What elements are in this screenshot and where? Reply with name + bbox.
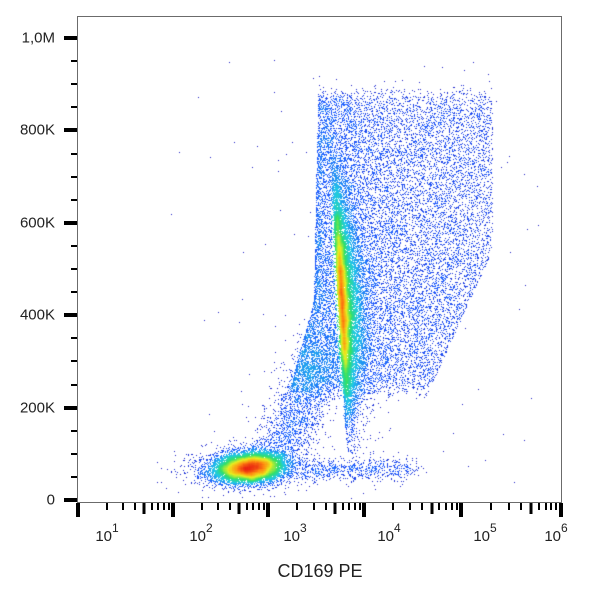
- x-tick-minor: [142, 503, 146, 514]
- x-tick-label: 106: [544, 521, 568, 545]
- x-tick-label: 103: [283, 521, 307, 545]
- x-axis-title: CD169 PE: [277, 561, 363, 581]
- y-tick-minor: [71, 337, 77, 340]
- y-tick-label: 400K: [19, 306, 55, 324]
- y-tick-label: 1,0M: [21, 29, 55, 47]
- y-tick-minor: [71, 429, 77, 432]
- y-tick-minor: [71, 452, 77, 455]
- x-tick-label: 105: [473, 521, 497, 545]
- x-tick-minor: [217, 503, 220, 510]
- x-tick-label: 102: [189, 521, 213, 545]
- x-tick-major: [76, 503, 80, 517]
- x-tick-minor: [392, 503, 395, 510]
- y-tick-label: 200K: [19, 399, 55, 417]
- y-tick-major: [64, 36, 77, 40]
- y-tick-minor: [71, 175, 77, 178]
- density-scatter: [78, 17, 561, 502]
- y-tick-minor: [71, 106, 77, 109]
- y-tick-minor: [71, 83, 77, 86]
- y-tick-minor: [71, 60, 77, 63]
- x-tick-minor: [200, 503, 203, 510]
- y-tick-major: [64, 313, 77, 318]
- x-tick-minor: [333, 503, 337, 514]
- y-tick-minor: [71, 198, 77, 201]
- x-tick-minor: [529, 503, 533, 514]
- x-tick-minor: [537, 503, 540, 510]
- x-tick-minor: [252, 503, 255, 510]
- y-tick-major: [64, 498, 77, 502]
- x-tick-minor: [245, 503, 248, 510]
- x-tick-minor: [438, 503, 441, 510]
- x-tick-minor: [550, 503, 553, 510]
- x-tick-minor: [348, 503, 351, 510]
- x-tick-minor: [295, 503, 298, 510]
- y-tick-major: [64, 405, 77, 410]
- x-tick-minor: [257, 503, 260, 510]
- x-tick-minor: [490, 503, 493, 510]
- y-tick-label: 800K: [19, 121, 55, 139]
- y-tick-label: 0: [46, 491, 55, 509]
- x-tick-minor: [430, 503, 434, 514]
- y-tick-label: 600K: [19, 214, 55, 232]
- x-tick-major: [362, 503, 366, 517]
- x-tick-minor: [421, 503, 424, 510]
- x-tick-major: [266, 503, 270, 517]
- x-tick-minor: [105, 503, 108, 510]
- x-tick-minor: [324, 503, 327, 510]
- x-tick-minor: [150, 503, 153, 510]
- x-tick-minor: [555, 503, 558, 510]
- x-tick-minor: [520, 503, 523, 510]
- x-tick-major: [559, 503, 563, 517]
- x-tick-label: 101: [95, 521, 119, 545]
- x-tick-minor: [312, 503, 315, 510]
- y-tick-major: [64, 220, 77, 225]
- x-tick-minor: [341, 503, 344, 510]
- y-tick-minor: [71, 244, 77, 247]
- x-tick-major: [459, 503, 463, 517]
- y-tick-minor: [71, 152, 77, 155]
- x-tick-minor: [229, 503, 232, 510]
- x-tick-minor: [455, 503, 458, 510]
- y-tick-minor: [71, 291, 77, 294]
- y-tick-minor: [71, 383, 77, 386]
- x-tick-minor: [262, 503, 265, 510]
- x-tick-minor: [507, 503, 510, 510]
- x-tick-minor: [450, 503, 453, 510]
- x-tick-major: [171, 503, 175, 517]
- y-tick-minor: [71, 360, 77, 363]
- x-tick-minor: [134, 503, 137, 510]
- y-tick-minor: [71, 268, 77, 270]
- x-tick-minor: [167, 503, 170, 510]
- y-tick-major: [64, 128, 77, 133]
- x-tick-minor: [122, 503, 125, 510]
- x-tick-minor: [544, 503, 547, 510]
- x-tick-minor: [358, 503, 361, 510]
- x-tick-minor: [409, 503, 412, 510]
- x-tick-minor: [353, 503, 356, 510]
- x-tick-minor: [444, 503, 447, 510]
- x-tick-minor: [162, 503, 165, 510]
- x-tick-minor: [157, 503, 160, 510]
- y-tick-minor: [71, 475, 77, 478]
- x-tick-minor: [237, 503, 241, 514]
- x-tick-label: 104: [377, 521, 401, 545]
